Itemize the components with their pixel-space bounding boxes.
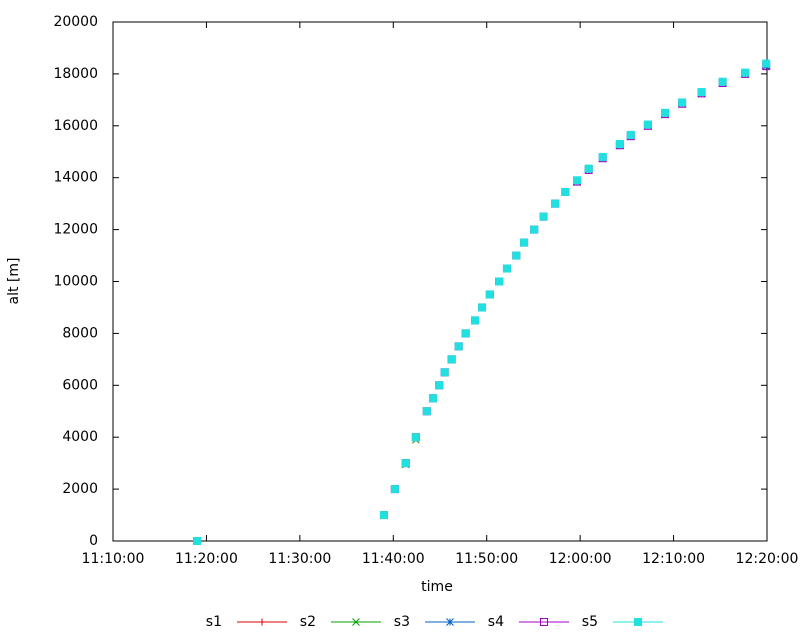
point	[762, 59, 771, 68]
x-tick-label: 11:10:00	[82, 551, 145, 567]
y-tick-label: 6000	[62, 377, 98, 393]
y-tick-label: 12000	[53, 222, 98, 238]
y-tick-label: 0	[89, 533, 98, 549]
x-tick-label: 11:40:00	[362, 551, 425, 567]
point	[471, 316, 480, 325]
legend-marker	[446, 618, 454, 626]
point	[485, 290, 494, 299]
legend-marker	[352, 618, 360, 626]
point	[598, 152, 607, 161]
y-tick-label: 4000	[62, 429, 98, 445]
point	[530, 225, 539, 234]
legend-marker	[634, 618, 642, 626]
plot-border	[112, 21, 768, 542]
point	[411, 433, 420, 442]
point	[551, 199, 560, 208]
point	[447, 355, 456, 364]
x-tick-label: 12:20:00	[736, 551, 799, 567]
y-tick-label: 18000	[53, 66, 98, 82]
point	[512, 251, 521, 260]
point	[573, 176, 582, 185]
x-tick-label: 11:50:00	[455, 551, 518, 567]
x-tick-label: 11:20:00	[175, 551, 238, 567]
point	[584, 164, 593, 173]
legend-label: s1	[206, 614, 222, 630]
x-tick-label: 11:30:00	[268, 551, 331, 567]
point	[390, 485, 399, 494]
point	[539, 212, 548, 221]
point	[440, 368, 449, 377]
point	[379, 511, 388, 520]
legend-label: s5	[582, 614, 598, 630]
point	[435, 381, 444, 390]
point	[661, 108, 670, 117]
point	[193, 537, 202, 545]
point	[697, 88, 706, 97]
point	[454, 342, 463, 351]
point	[495, 277, 504, 286]
y-tick-label: 8000	[62, 325, 98, 341]
point	[741, 68, 750, 77]
y-tick-label: 10000	[53, 274, 98, 290]
legend-label: s4	[488, 614, 504, 630]
legend-label: s2	[300, 614, 316, 630]
point	[478, 303, 487, 312]
legend-label: s3	[394, 614, 410, 630]
x-tick-label: 12:00:00	[549, 551, 612, 567]
y-tick-label: 20000	[53, 14, 98, 30]
legend-marker	[258, 618, 266, 626]
y-tick-label: 2000	[62, 481, 98, 497]
point	[520, 238, 529, 247]
point	[502, 264, 511, 273]
point	[615, 139, 624, 148]
point	[401, 459, 410, 468]
legend-marker	[540, 618, 548, 626]
point	[626, 130, 635, 139]
y-axis-label: alt [m]	[6, 258, 22, 305]
y-tick-label: 14000	[53, 170, 98, 186]
y-tick-label: 16000	[53, 118, 98, 134]
point	[718, 77, 727, 86]
point	[643, 120, 652, 129]
x-axis-label: time	[421, 579, 453, 595]
x-tick-label: 12:10:00	[642, 551, 705, 567]
point	[422, 407, 431, 416]
point	[461, 329, 470, 338]
point	[561, 187, 570, 196]
point	[678, 98, 687, 107]
point	[428, 394, 437, 403]
